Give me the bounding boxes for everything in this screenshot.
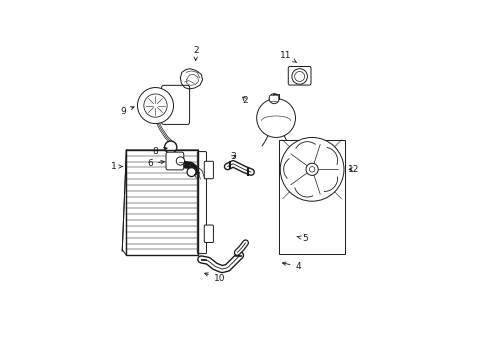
Circle shape [309, 167, 315, 172]
Text: 9: 9 [121, 107, 134, 116]
Circle shape [306, 163, 318, 175]
FancyBboxPatch shape [204, 225, 214, 243]
Text: 7: 7 [194, 172, 200, 181]
Text: 6: 6 [147, 159, 164, 168]
Text: 11: 11 [280, 51, 296, 63]
Circle shape [257, 99, 295, 138]
Text: 4: 4 [282, 262, 301, 271]
Circle shape [187, 168, 196, 176]
Text: 5: 5 [297, 234, 308, 243]
Circle shape [280, 138, 344, 201]
FancyBboxPatch shape [204, 161, 214, 179]
Text: 8: 8 [152, 147, 167, 156]
Circle shape [176, 157, 185, 165]
FancyBboxPatch shape [270, 96, 279, 102]
Polygon shape [279, 140, 345, 254]
FancyBboxPatch shape [162, 85, 190, 125]
Text: 12: 12 [348, 165, 359, 174]
Circle shape [144, 94, 167, 117]
FancyBboxPatch shape [288, 67, 311, 85]
Text: 2: 2 [193, 46, 198, 60]
Circle shape [138, 87, 173, 123]
Text: 10: 10 [205, 273, 225, 283]
FancyBboxPatch shape [197, 152, 206, 253]
Circle shape [294, 72, 305, 81]
Circle shape [269, 94, 279, 104]
Text: 2: 2 [243, 95, 248, 104]
Circle shape [292, 69, 307, 84]
Circle shape [165, 141, 177, 153]
Text: 1: 1 [111, 162, 122, 171]
Polygon shape [126, 150, 198, 255]
FancyBboxPatch shape [166, 152, 184, 170]
Text: 3: 3 [230, 152, 236, 161]
